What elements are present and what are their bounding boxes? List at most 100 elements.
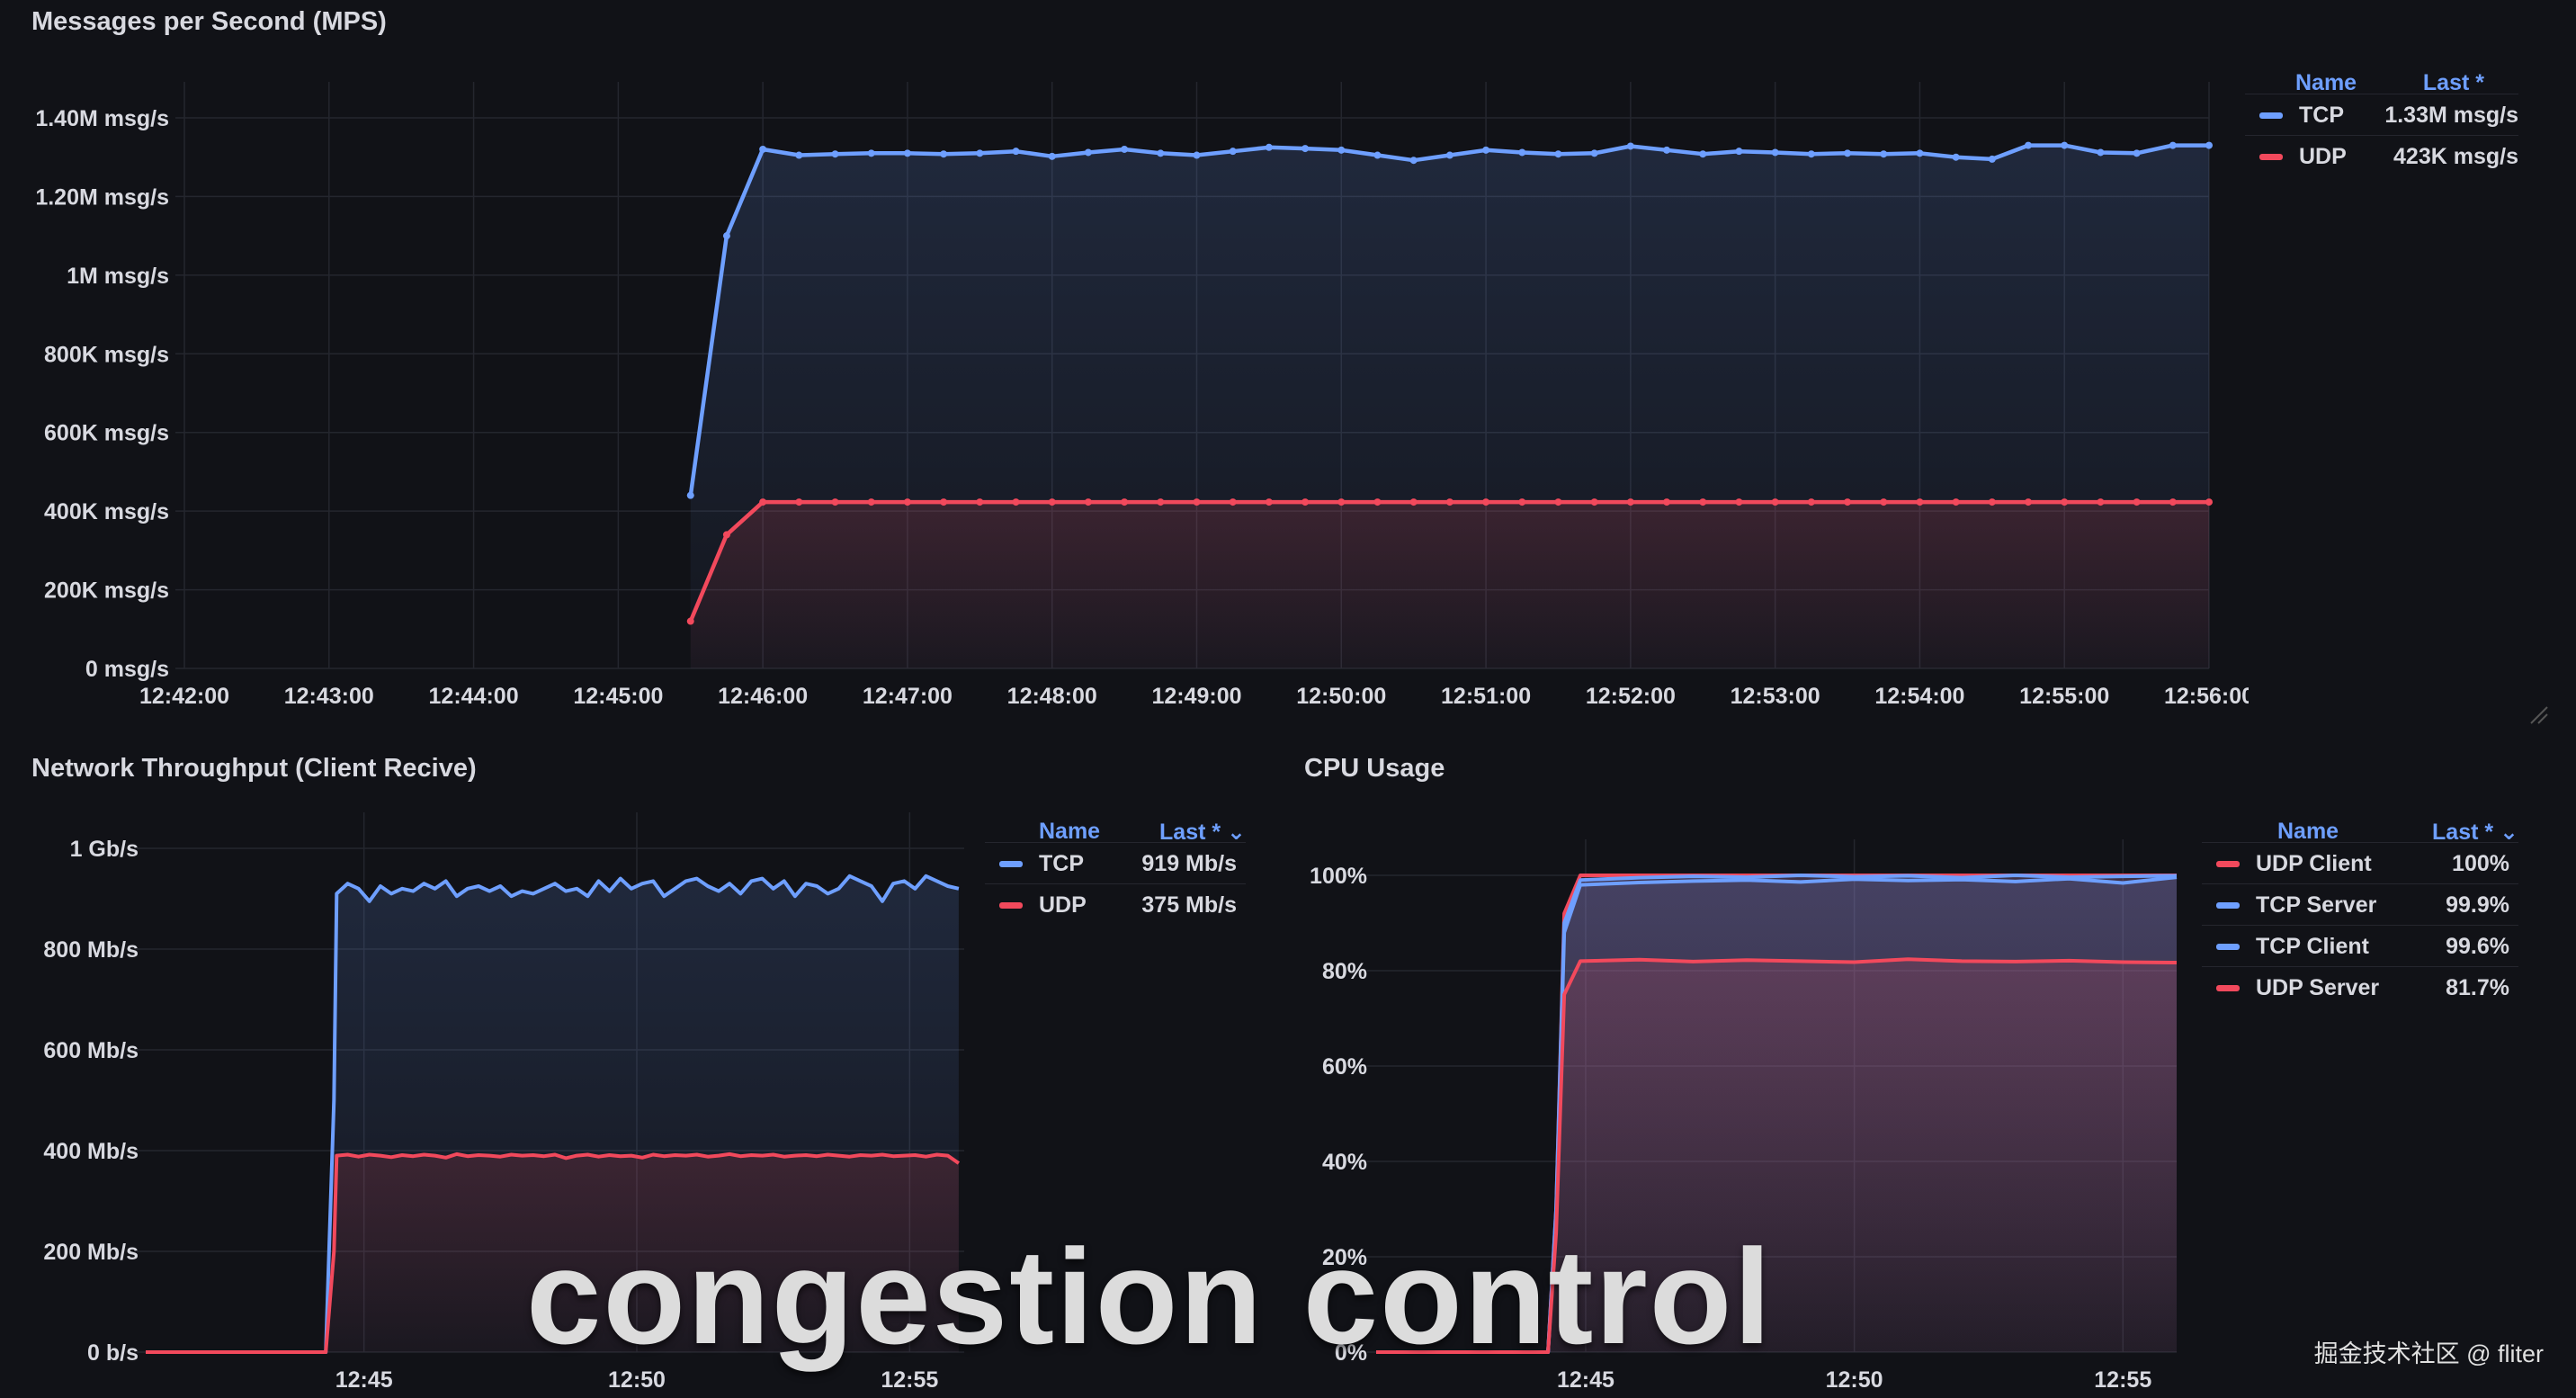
- cpu-legend-item-udp-client[interactable]: UDP Client 100%: [2202, 842, 2518, 884]
- data-point-udp: [976, 498, 984, 506]
- data-point-udp: [1880, 498, 1888, 506]
- y-tick-label: 1.40M msg/s: [35, 106, 169, 131]
- data-point-tcp: [1554, 150, 1562, 158]
- data-point-tcp: [2025, 141, 2033, 149]
- cpu-legend-header-name[interactable]: Name: [2277, 819, 2339, 844]
- y-tick-label: 800K msg/s: [44, 342, 169, 367]
- net-legend-header-name[interactable]: Name: [1039, 819, 1101, 844]
- tcp-server-swatch: [2216, 901, 2240, 909]
- legend-label: UDP Server: [2256, 974, 2380, 1000]
- y-tick-label: 800 Mb/s: [43, 937, 139, 963]
- data-point-tcp: [940, 150, 948, 158]
- tcp-client-swatch: [2216, 943, 2240, 950]
- tcp-swatch: [2259, 112, 2283, 119]
- data-point-udp: [1337, 498, 1346, 506]
- net-panel: Network Throughput (Client Recive) 0 b/s…: [0, 738, 1277, 1398]
- legend-label: UDP Client: [2256, 850, 2372, 876]
- data-point-udp: [2133, 498, 2141, 506]
- data-point-tcp: [1988, 155, 1996, 163]
- cpu-legend-header-last[interactable]: Last * ⌄: [2432, 820, 2518, 845]
- mps-panel: Messages per Second (MPS) 0 msg/s 200K ms…: [0, 0, 2548, 724]
- data-point-tcp: [2061, 141, 2069, 149]
- x-tick-label: 12:55: [881, 1367, 938, 1393]
- legend-label: UDP: [1039, 892, 1087, 918]
- net-legend-item-udp[interactable]: UDP 375 Mb/s: [985, 883, 1246, 926]
- x-tick-label: 12:44:00: [429, 684, 519, 709]
- data-point-udp: [867, 498, 875, 506]
- y-tick-label: 200K msg/s: [44, 578, 169, 604]
- data-point-udp: [2025, 498, 2033, 506]
- series-line-udp-server: [1376, 957, 2178, 1354]
- data-point-udp: [686, 617, 694, 625]
- net-panel-title[interactable]: Network Throughput (Client Recive): [31, 754, 477, 783]
- mps-legend-item-tcp[interactable]: TCP 1.33M msg/s: [2245, 94, 2518, 136]
- data-point-tcp: [1699, 150, 1707, 158]
- mps-legend-header-last[interactable]: Last *: [2422, 70, 2484, 95]
- legend-value: 81.7%: [2446, 974, 2509, 1000]
- series-area-udp: [690, 502, 2209, 668]
- data-point-tcp: [1445, 151, 1453, 159]
- net-legend-item-tcp[interactable]: TCP 919 Mb/s: [985, 842, 1246, 884]
- data-point-tcp: [2097, 148, 2105, 157]
- data-point-udp: [1807, 498, 1815, 506]
- data-point-udp: [1554, 498, 1562, 506]
- y-tick-label: 1M msg/s: [67, 264, 169, 289]
- data-point-tcp: [1916, 149, 1924, 157]
- data-point-tcp: [1409, 157, 1418, 165]
- y-tick-label: 400K msg/s: [44, 499, 169, 524]
- y-tick-label: 100%: [1310, 864, 1367, 889]
- x-tick-label: 12:50:00: [1296, 684, 1386, 709]
- data-point-udp: [1771, 498, 1779, 506]
- data-point-udp: [1265, 498, 1273, 506]
- data-point-udp: [722, 531, 730, 539]
- legend-label: TCP: [1039, 850, 1084, 876]
- y-tick-label: 0 msg/s: [85, 657, 169, 682]
- data-point-tcp: [1880, 150, 1888, 158]
- x-tick-label: 12:49:00: [1151, 684, 1241, 709]
- tcp-swatch: [999, 860, 1023, 867]
- data-point-tcp: [831, 150, 839, 158]
- data-point-tcp: [1012, 148, 1020, 156]
- y-tick-label: 40%: [1322, 1150, 1367, 1175]
- data-point-tcp: [1048, 152, 1056, 160]
- net-legend-header-last[interactable]: Last * ⌄: [1159, 820, 1246, 845]
- mps-chart[interactable]: 0 msg/s 200K msg/s 400K msg/s 600K msg/s 800…: [0, 0, 2249, 720]
- resize-handle-icon[interactable]: [2527, 703, 2549, 725]
- data-point-udp: [1626, 498, 1634, 506]
- x-tick-label: 12:51:00: [1441, 684, 1531, 709]
- data-point-tcp: [1229, 148, 1237, 156]
- data-point-udp: [1699, 498, 1707, 506]
- data-point-udp: [2097, 498, 2105, 506]
- data-point-tcp: [1193, 151, 1201, 159]
- mps-legend-header-name[interactable]: Name: [2295, 70, 2357, 95]
- data-point-tcp: [1952, 153, 1960, 161]
- data-point-tcp: [1663, 146, 1671, 154]
- legend-value: 375 Mb/s: [1141, 892, 1237, 918]
- x-tick-label: 12:46:00: [718, 684, 808, 709]
- cpu-legend-item-tcp-client[interactable]: TCP Client 99.6%: [2202, 925, 2518, 967]
- data-point-tcp: [1121, 145, 1129, 153]
- legend-label: TCP Client: [2256, 933, 2369, 959]
- cpu-panel-title[interactable]: CPU Usage: [1304, 754, 1445, 783]
- x-tick-label: 12:52:00: [1586, 684, 1676, 709]
- legend-value: 423K msg/s: [2393, 143, 2518, 169]
- mps-legend-item-udp[interactable]: UDP 423K msg/s: [2245, 135, 2518, 177]
- y-tick-label: 200 Mb/s: [43, 1240, 139, 1265]
- legend-value: 99.9%: [2446, 892, 2509, 918]
- udp-swatch: [999, 901, 1023, 909]
- data-point-tcp: [1771, 148, 1779, 157]
- data-point-udp: [795, 498, 803, 506]
- cpu-legend-item-tcp-server[interactable]: TCP Server 99.9%: [2202, 883, 2518, 926]
- x-tick-label: 12:42:00: [139, 684, 229, 709]
- data-point-tcp: [1518, 148, 1526, 157]
- x-tick-label: 12:47:00: [863, 684, 953, 709]
- data-point-udp: [1229, 498, 1237, 506]
- data-point-tcp: [1157, 149, 1165, 157]
- data-point-tcp: [1807, 150, 1815, 158]
- net-chart[interactable]: 0 b/s 200 Mb/s 400 Mb/s 600 Mb/s 800 Mb/s 1 G…: [0, 738, 989, 1398]
- y-tick-label: 0 b/s: [87, 1340, 139, 1366]
- y-tick-label: 600K msg/s: [44, 421, 169, 446]
- cpu-chart[interactable]: 0% 20% 40% 60% 80% 100% 12:45 12:50 12:55: [1277, 738, 2186, 1398]
- mps-panel-title[interactable]: Messages per Second (MPS): [31, 7, 387, 36]
- cpu-legend-item-udp-server[interactable]: UDP Server 81.7%: [2202, 966, 2518, 1008]
